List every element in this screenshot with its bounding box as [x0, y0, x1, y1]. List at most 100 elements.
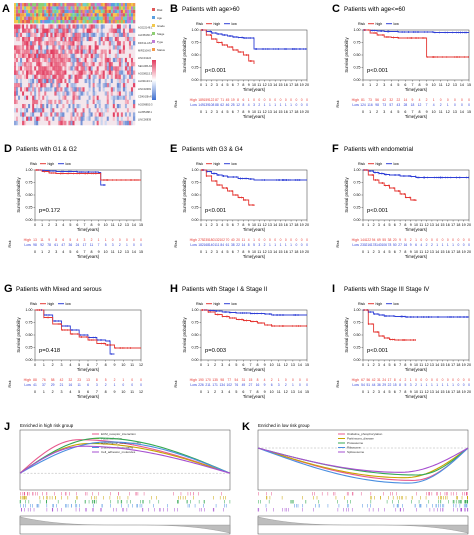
heatmap-cell	[50, 57, 53, 63]
risk-x-tick-label: 12	[263, 250, 267, 254]
heatmap-cell	[126, 120, 130, 126]
heatmap-cell	[64, 32, 67, 38]
heatmap-cell	[70, 24, 73, 29]
km-x-tick-label: 10	[414, 363, 418, 367]
annotation-legend-key	[152, 16, 155, 19]
annotation-track-cell	[46, 6, 49, 10]
km-y-tick-label: 0.50	[354, 193, 361, 197]
heatmap-cell	[14, 83, 17, 88]
heatmap-cell	[72, 49, 75, 54]
heatmap-cell	[36, 62, 39, 67]
km-legend-low: low	[66, 302, 72, 306]
heatmap-cell	[72, 45, 75, 50]
risk-table-low-label: Low	[352, 243, 359, 247]
annotation-track-cell	[60, 16, 63, 20]
heatmap-cell	[102, 87, 105, 92]
heatmap-cell	[54, 41, 57, 46]
heatmap-cell	[46, 112, 49, 117]
heatmap-cell	[34, 116, 37, 122]
risk-count-high: 0	[447, 98, 449, 102]
heatmap-cell	[50, 78, 53, 84]
risk-count-high: 132	[214, 238, 220, 242]
heatmap-cell	[64, 78, 67, 84]
km-x-tick-label: 19	[300, 83, 304, 87]
heatmap-cell	[112, 83, 116, 88]
heatmap-cell	[48, 41, 51, 46]
risk-x-tick-label: 11	[419, 390, 423, 394]
heatmap-cell	[50, 36, 53, 42]
heatmap-cell	[18, 83, 21, 88]
heatmap-cell	[20, 66, 23, 71]
risk-count-high: 2	[271, 378, 273, 382]
risk-count-high: 0	[269, 238, 271, 242]
heatmap-cell	[64, 36, 67, 42]
heatmap-cell	[82, 108, 85, 113]
annotation-track-cell	[48, 6, 51, 10]
risk-x-tick-label: 3	[221, 390, 223, 394]
heatmap-cell	[28, 99, 31, 105]
gene-label: AC099850.3	[138, 102, 153, 106]
heatmap-cell	[96, 120, 99, 126]
risk-x-tick-label: 2	[373, 250, 375, 254]
heatmap-cell	[44, 74, 47, 80]
heatmap-cell	[92, 112, 95, 117]
heatmap-cell	[14, 45, 17, 50]
heatmap-cell	[56, 62, 59, 67]
heatmap-cell	[64, 99, 67, 105]
heatmap-cell	[72, 120, 75, 126]
risk-x-tick-label: 8	[105, 390, 107, 394]
km-x-label: Time(years)	[77, 367, 100, 372]
heatmap-cell	[76, 45, 79, 50]
heatmap-cell	[84, 32, 87, 38]
heatmap-cell	[24, 70, 27, 75]
heatmap-cell	[32, 116, 35, 122]
heatmap-cell	[56, 28, 59, 34]
risk-count-low: 102	[227, 383, 233, 387]
heatmap-cell	[80, 28, 83, 34]
km-x-tick-label: 1	[369, 83, 371, 87]
km-x-tick-label: 11	[419, 223, 423, 227]
risk-x-tick-label: 6	[404, 110, 406, 114]
risk-x-tick-label: 2	[376, 110, 378, 114]
heatmap-cell	[18, 108, 21, 113]
heatmap-cell	[86, 70, 89, 75]
annotation-track-cell	[92, 3, 95, 7]
heatmap-cell	[54, 57, 57, 63]
annotation-track-cell	[16, 3, 19, 7]
heatmap-cell	[70, 104, 73, 109]
heatmap-cell	[102, 41, 105, 46]
heatmap-cell	[22, 120, 25, 126]
risk-count-high: 0	[253, 98, 255, 102]
km-x-tick-label: 7	[399, 363, 401, 367]
heatmap-cell	[70, 66, 73, 71]
heatmap-cell	[32, 91, 35, 96]
risk-count-low: 41	[33, 383, 37, 387]
heatmap-cell	[128, 66, 132, 71]
heatmap-cell	[24, 53, 27, 59]
annotation-track-cell	[104, 6, 108, 10]
risk-count-low: 0	[463, 243, 465, 247]
annotation-track-cell	[124, 16, 128, 20]
heatmap-cell	[126, 41, 130, 46]
heatmap-cell	[48, 112, 51, 117]
annotation-track-cell	[60, 3, 63, 7]
heatmap-cell	[26, 87, 29, 92]
heatmap-cell	[86, 112, 89, 117]
heatmap-cell	[82, 70, 85, 75]
heatmap-cell	[94, 87, 97, 92]
heatmap-cell	[130, 62, 134, 67]
heatmap-cell	[18, 45, 21, 50]
heatmap-cell	[54, 36, 57, 42]
heatmap-cell	[116, 87, 120, 92]
heatmap-cell	[126, 112, 130, 117]
annotation-track-cell	[24, 13, 27, 17]
risk-x-tick-label: 12	[263, 110, 267, 114]
heatmap-cell	[54, 83, 57, 88]
heatmap-cell	[88, 104, 91, 109]
km-x-tick-label: 7	[249, 363, 251, 367]
risk-count-high: 9	[412, 98, 414, 102]
risk-count-high: 102	[219, 238, 225, 242]
heatmap-cell	[72, 24, 75, 29]
annotation-track-cell	[64, 3, 67, 7]
annotation-track-cell	[34, 13, 37, 17]
